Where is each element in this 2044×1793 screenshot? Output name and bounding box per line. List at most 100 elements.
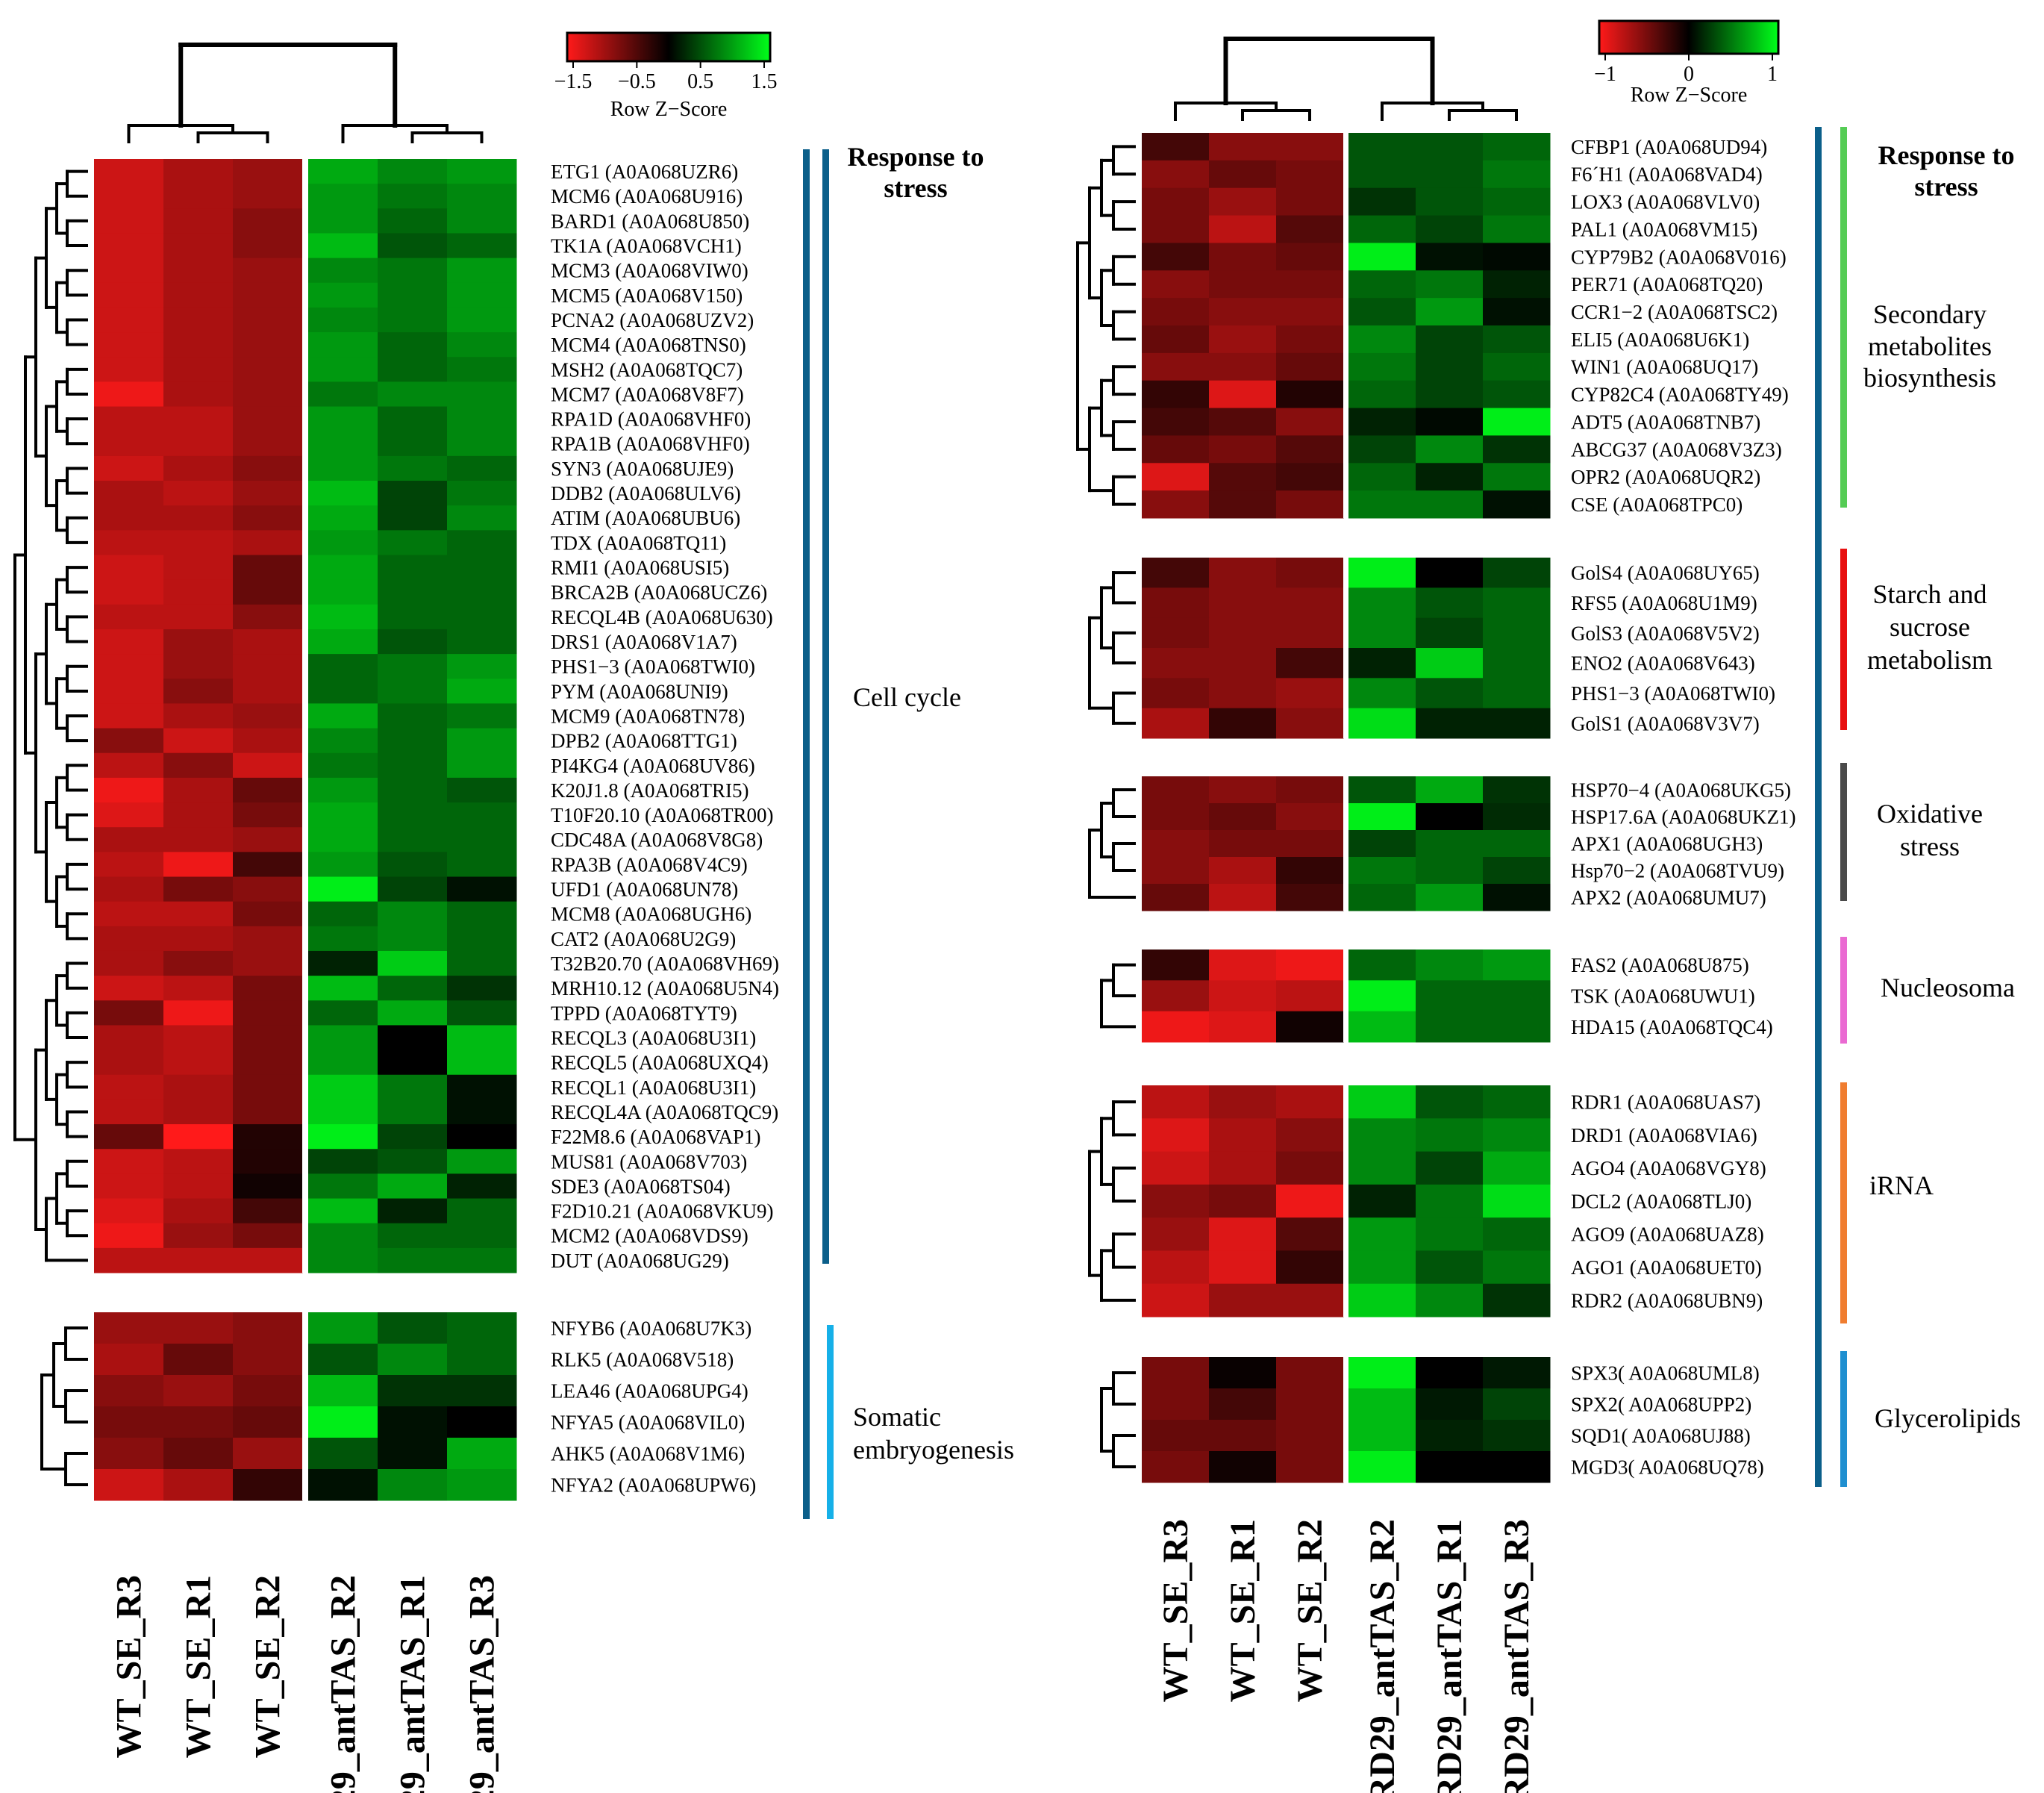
heatmap-cell: [94, 1050, 164, 1076]
heatmap-cell: [447, 481, 517, 506]
heatmap-cell: [233, 1124, 303, 1150]
heatmap-cell: [94, 530, 164, 555]
gene-label: MCM6 (A0A068U916): [551, 185, 743, 208]
heatmap-cell: [378, 307, 448, 333]
heatmap-cell: [163, 752, 234, 779]
heatmap-cell: [308, 976, 378, 1001]
heatmap-cell: [308, 1469, 378, 1501]
heatmap-cell: [94, 481, 164, 506]
heatmap-cell: [233, 728, 303, 754]
heatmap-cell: [94, 357, 164, 382]
heatmap-cell: [308, 381, 378, 408]
heatmap-cell: [1276, 243, 1344, 271]
heatmap-cells: [94, 19, 1847, 1519]
heatmap-cell: [378, 431, 448, 457]
heatmap-cell: [378, 1344, 448, 1376]
heatmap-cell: [163, 579, 234, 605]
heatmap-cell: [1142, 708, 1210, 739]
heatmap-cell: [1416, 1184, 1484, 1218]
gene-label: AGO4 (A0A068VGY8): [1571, 1157, 1766, 1179]
heatmap-cell: [1416, 980, 1484, 1012]
heatmap-cell: [1209, 980, 1277, 1012]
heatmap-cell: [163, 1223, 234, 1249]
heatmap-cell: [1276, 558, 1344, 588]
category-bar-outer: [803, 149, 810, 1519]
heatmap-cell: [378, 332, 448, 358]
heatmap-cell: [1416, 325, 1484, 354]
colorkey-bar: [1598, 19, 1780, 55]
heatmap-cell: [308, 455, 378, 481]
column-label: RD29_antTAS_R1: [393, 1575, 433, 1793]
heatmap-cell: [94, 976, 164, 1001]
gene-label: LEA46 (A0A068UPG4): [551, 1379, 748, 1402]
heatmap-cell: [233, 679, 303, 704]
heatmap-cell: [378, 208, 448, 234]
heatmap-cell: [1416, 1085, 1484, 1119]
gene-label: MCM2 (A0A068VDS9): [551, 1225, 748, 1247]
heatmap-cell: [1142, 298, 1210, 326]
heatmap-cell: [308, 579, 378, 605]
category-label: metabolites: [1868, 331, 1992, 361]
heatmap-cell: [447, 1247, 517, 1273]
heatmap-cell: [1209, 1420, 1277, 1452]
heatmap-cell: [447, 159, 517, 184]
dendrograms: [13, 37, 1773, 1486]
group-divider: [1343, 949, 1348, 1042]
heatmap-cell: [378, 530, 448, 555]
heatmap-cell: [378, 852, 448, 878]
category-label: Nucleosoma: [1881, 973, 2015, 1002]
group-divider: [1343, 776, 1348, 911]
heatmap-cell: [1142, 1151, 1210, 1185]
heatmap-cell: [94, 654, 164, 679]
heatmap-cell: [233, 1375, 303, 1407]
heatmap-cell: [1483, 803, 1551, 831]
heatmap-cell: [94, 1406, 164, 1438]
gene-label: RECQL4B (A0A068U630): [551, 606, 773, 629]
heatmap-cell: [308, 1375, 378, 1407]
heatmap-cell: [447, 233, 517, 259]
heatmap-cell: [163, 455, 234, 481]
heatmap-cell: [308, 481, 378, 506]
column-label: WT_SE_R3: [110, 1575, 149, 1758]
heatmap-cell: [308, 1099, 378, 1125]
heatmap-cell: [233, 555, 303, 581]
heatmap-cell: [1416, 1250, 1484, 1285]
heatmap-cell: [163, 258, 234, 284]
heatmap-cell: [1416, 776, 1484, 804]
heatmap-cell: [1142, 435, 1210, 464]
heatmap-cell: [378, 1375, 448, 1407]
heatmap-cell: [1416, 298, 1484, 326]
gene-label: PAL1 (A0A068VM15): [1571, 218, 1757, 240]
category-label: metabolism: [1867, 645, 1993, 675]
heatmap-cell: [1483, 1217, 1551, 1251]
heatmap-cell: [1276, 830, 1344, 858]
heatmap-cell: [94, 1375, 164, 1407]
heatmap-cell: [308, 1344, 378, 1376]
heatmap-cell: [1142, 980, 1210, 1012]
heatmap-cell: [1142, 352, 1210, 381]
category-bar: [1840, 1351, 1847, 1487]
heatmap-cell: [378, 654, 448, 679]
group-divider: [1343, 558, 1348, 738]
heatmap-cell: [163, 703, 234, 729]
heatmap-cell: [163, 876, 234, 902]
heatmap-cell: [1416, 270, 1484, 299]
heatmap-cell: [1276, 1011, 1344, 1043]
heatmap-cell: [447, 827, 517, 852]
heatmap-cell: [1142, 1451, 1210, 1483]
heatmap-cell: [1276, 1151, 1344, 1185]
gene-label: BRCA2B (A0A068UCZ6): [551, 581, 767, 604]
heatmap-cell: [1276, 776, 1344, 804]
heatmap-cell: [1483, 490, 1551, 519]
heatmap-cell: [94, 777, 164, 803]
gene-label: TSK (A0A068UWU1): [1571, 985, 1755, 1007]
heatmap-cell: [94, 876, 164, 902]
gene-label: MCM5 (A0A068V150): [551, 284, 743, 307]
heatmap-cell: [1276, 380, 1344, 409]
heatmap-cell: [1142, 1420, 1210, 1452]
heatmap-cell: [1416, 1151, 1484, 1185]
heatmap-cell: [308, 1312, 378, 1344]
gene-label: HSP70−4 (A0A068UKG5): [1571, 779, 1791, 801]
heatmap-cell: [1142, 215, 1210, 243]
